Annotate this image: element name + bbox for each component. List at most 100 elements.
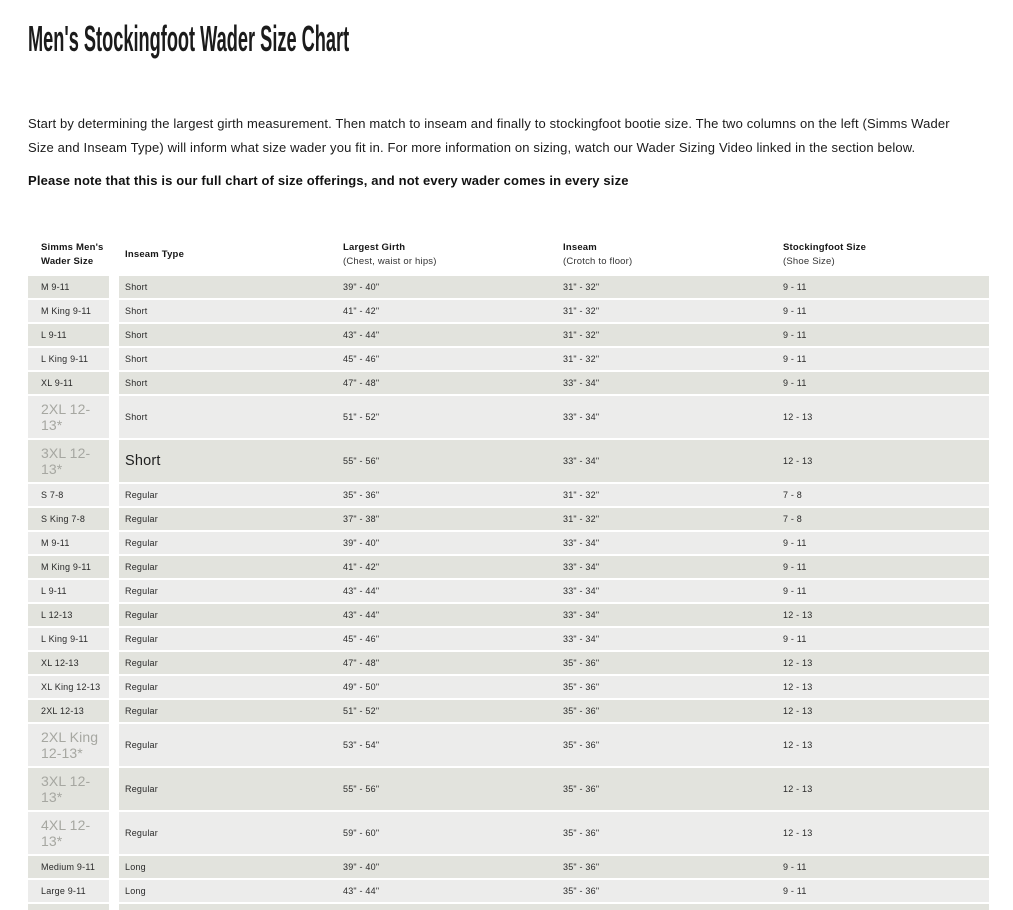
cell-largest-girth: 59" - 60": [337, 812, 557, 854]
cell-inseam: 35" - 36": [557, 700, 777, 722]
table-row: Medium 9-11 Long 39" - 40" 35" - 36" 9 -…: [28, 856, 989, 878]
cell-inseam: 31" - 32": [557, 276, 777, 298]
table-row: M King 9-11 Short 41" - 42" 31" - 32" 9 …: [28, 300, 989, 322]
cell-wader-size: 4XL 12-13*: [28, 812, 109, 854]
cell-inseam: 35" - 36": [557, 856, 777, 878]
cell-inseam: 31" - 32": [557, 300, 777, 322]
cell-inseam-type: Short: [119, 440, 337, 482]
table-row: XL 12-13 Regular 47" - 48" 35" - 36" 12 …: [28, 652, 989, 674]
cell-largest-girth: 37" - 38": [337, 508, 557, 530]
table-header-row: Simms Men's Wader Size Inseam Type Large…: [28, 238, 989, 272]
table-row: S 7-8 Regular 35" - 36" 31" - 32" 7 - 8: [28, 484, 989, 506]
table-row: L King 9-11 Regular 45" - 46" 33" - 34" …: [28, 628, 989, 650]
header-cell-wader-size: Simms Men's Wader Size: [28, 238, 109, 272]
cell-largest-girth: 43" - 44": [337, 604, 557, 626]
cell-inseam: 35" - 36": [557, 652, 777, 674]
cell-inseam-type: Short: [119, 300, 337, 322]
cell-stockingfoot-size: 7 - 8: [777, 484, 989, 506]
cell-inseam: 31" - 32": [557, 508, 777, 530]
cell-wader-size: S King 7-8: [28, 508, 109, 530]
cell-inseam: 33" - 34": [557, 396, 777, 438]
header-sublabel: (Shoe Size): [783, 256, 835, 267]
cell-inseam: 33" - 34": [557, 556, 777, 578]
cell-stockingfoot-size: 12 - 13: [777, 904, 989, 910]
column-gutter: [109, 676, 119, 698]
table-row: 2XL 12-13 Regular 51" - 52" 35" - 36" 12…: [28, 700, 989, 722]
cell-wader-size: M 9-11: [28, 532, 109, 554]
table-row: 3XL 12-13* Regular 55" - 56" 35" - 36" 1…: [28, 768, 989, 810]
cell-inseam: 31" - 32": [557, 484, 777, 506]
cell-stockingfoot-size: 12 - 13: [777, 700, 989, 722]
table-row: L 12-13 Regular 43" - 44" 33" - 34" 12 -…: [28, 604, 989, 626]
table-row: M 9-11 Regular 39" - 40" 33" - 34" 9 - 1…: [28, 532, 989, 554]
cell-inseam-type: Short: [119, 396, 337, 438]
header-label: Inseam: [563, 242, 597, 253]
cell-inseam-type: Regular: [119, 812, 337, 854]
cell-wader-size: M King 9-11: [28, 300, 109, 322]
column-gutter: [109, 724, 119, 766]
table-row: Large 12-13 Long 43" - 44" 35" - 36" 12 …: [28, 904, 989, 910]
cell-wader-size: M 9-11: [28, 276, 109, 298]
cell-largest-girth: 43" - 44": [337, 580, 557, 602]
page-content: Men's Stockingfoot Wader Size Chart Star…: [0, 20, 1013, 910]
header-label: Stockingfoot Size: [783, 242, 867, 253]
table-row: M King 9-11 Regular 41" - 42" 33" - 34" …: [28, 556, 989, 578]
cell-largest-girth: 39" - 40": [337, 856, 557, 878]
column-gutter: [109, 904, 119, 910]
cell-inseam: 31" - 32": [557, 324, 777, 346]
cell-inseam-type: Long: [119, 880, 337, 902]
cell-wader-size: L 12-13: [28, 604, 109, 626]
table-row: 2XL 12-13* Short 51" - 52" 33" - 34" 12 …: [28, 396, 989, 438]
header-label: Simms Men's Wader Size: [41, 242, 104, 267]
cell-inseam-type: Long: [119, 856, 337, 878]
cell-wader-size: Large 9-11: [28, 880, 109, 902]
cell-largest-girth: 39" - 40": [337, 532, 557, 554]
cell-inseam: 35" - 36": [557, 724, 777, 766]
cell-largest-girth: 51" - 52": [337, 396, 557, 438]
cell-largest-girth: 47" - 48": [337, 652, 557, 674]
cell-largest-girth: 41" - 42": [337, 556, 557, 578]
cell-wader-size: 2XL 12-13: [28, 700, 109, 722]
cell-inseam: 35" - 36": [557, 904, 777, 910]
cell-largest-girth: 39" - 40": [337, 276, 557, 298]
cell-wader-size: XL 9-11: [28, 372, 109, 394]
cell-largest-girth: 43" - 44": [337, 904, 557, 910]
column-gutter: [109, 700, 119, 722]
cell-largest-girth: 45" - 46": [337, 348, 557, 370]
column-gutter: [109, 652, 119, 674]
column-gutter: [109, 856, 119, 878]
cell-inseam-type: Regular: [119, 628, 337, 650]
header-label: Largest Girth: [343, 242, 406, 253]
column-gutter: [109, 348, 119, 370]
cell-stockingfoot-size: 12 - 13: [777, 652, 989, 674]
cell-largest-girth: 47" - 48": [337, 372, 557, 394]
cell-stockingfoot-size: 12 - 13: [777, 812, 989, 854]
cell-inseam: 35" - 36": [557, 768, 777, 810]
cell-inseam-type: Regular: [119, 676, 337, 698]
column-gutter: [109, 768, 119, 810]
cell-inseam-type: Short: [119, 324, 337, 346]
column-gutter: [109, 604, 119, 626]
cell-inseam-type: Regular: [119, 700, 337, 722]
cell-inseam: 35" - 36": [557, 812, 777, 854]
column-gutter: [109, 812, 119, 854]
cell-inseam-type: Regular: [119, 508, 337, 530]
cell-wader-size: 3XL 12-13*: [28, 440, 109, 482]
cell-inseam-type: Regular: [119, 580, 337, 602]
cell-wader-size: Medium 9-11: [28, 856, 109, 878]
cell-inseam: 33" - 34": [557, 604, 777, 626]
cell-stockingfoot-size: 12 - 13: [777, 768, 989, 810]
cell-largest-girth: 49" - 50": [337, 676, 557, 698]
table-row: M 9-11 Short 39" - 40" 31" - 32" 9 - 11: [28, 276, 989, 298]
cell-inseam: 33" - 34": [557, 372, 777, 394]
cell-inseam-type: Short: [119, 276, 337, 298]
column-gutter: [109, 580, 119, 602]
cell-wader-size: L King 9-11: [28, 628, 109, 650]
size-chart-table: Simms Men's Wader Size Inseam Type Large…: [28, 238, 989, 910]
cell-stockingfoot-size: 12 - 13: [777, 396, 989, 438]
cell-stockingfoot-size: 9 - 11: [777, 372, 989, 394]
cell-inseam-type: Regular: [119, 604, 337, 626]
cell-inseam: 33" - 34": [557, 580, 777, 602]
cell-largest-girth: 51" - 52": [337, 700, 557, 722]
cell-wader-size: L 9-11: [28, 324, 109, 346]
